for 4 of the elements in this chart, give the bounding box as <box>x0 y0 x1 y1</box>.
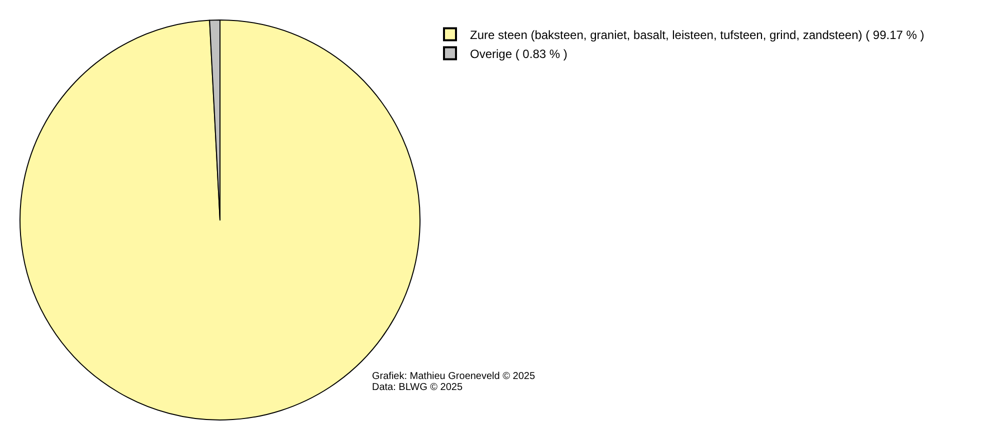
text: Grafiek: Mathieu Groeneveld © 2025 <box>372 371 536 382</box>
text: Data: BLWG © 2025 <box>372 382 463 393</box>
legend-label: Overige ( 0.83 % ) <box>470 46 568 61</box>
legend-label: Zure steen (baksteen, graniet, basalt, leisteen, tufsteen, grind, zandsteen) ( 99.17 % ) <box>470 28 924 42</box>
